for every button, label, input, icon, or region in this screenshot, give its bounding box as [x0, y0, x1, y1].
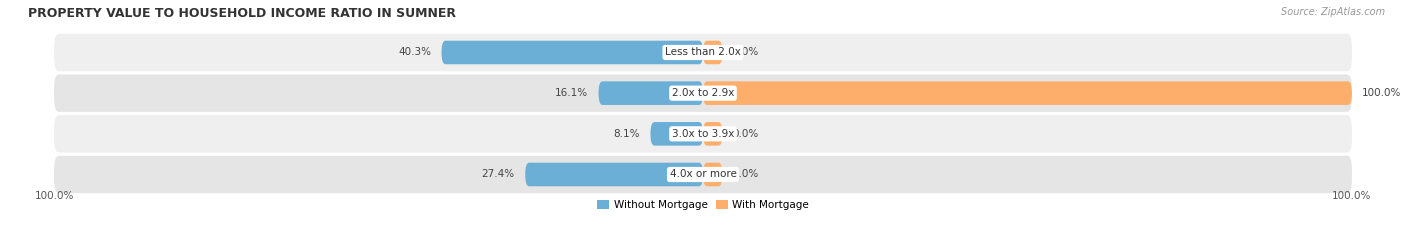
Text: 0.0%: 0.0%: [733, 169, 759, 179]
Text: 100.0%: 100.0%: [1362, 88, 1402, 98]
Text: 8.1%: 8.1%: [613, 129, 640, 139]
FancyBboxPatch shape: [651, 122, 703, 146]
Text: 4.0x or more: 4.0x or more: [669, 169, 737, 179]
Text: 100.0%: 100.0%: [1331, 191, 1371, 201]
FancyBboxPatch shape: [441, 41, 703, 64]
FancyBboxPatch shape: [53, 74, 1353, 112]
Text: PROPERTY VALUE TO HOUSEHOLD INCOME RATIO IN SUMNER: PROPERTY VALUE TO HOUSEHOLD INCOME RATIO…: [28, 7, 456, 20]
FancyBboxPatch shape: [599, 81, 703, 105]
Text: 0.0%: 0.0%: [733, 129, 759, 139]
FancyBboxPatch shape: [703, 122, 723, 146]
FancyBboxPatch shape: [703, 163, 723, 186]
Text: 40.3%: 40.3%: [398, 48, 432, 58]
Text: Source: ZipAtlas.com: Source: ZipAtlas.com: [1281, 7, 1385, 17]
FancyBboxPatch shape: [526, 163, 703, 186]
FancyBboxPatch shape: [53, 115, 1353, 153]
Text: 16.1%: 16.1%: [555, 88, 588, 98]
Text: Less than 2.0x: Less than 2.0x: [665, 48, 741, 58]
Text: 0.0%: 0.0%: [733, 48, 759, 58]
Text: 100.0%: 100.0%: [35, 191, 75, 201]
Text: 2.0x to 2.9x: 2.0x to 2.9x: [672, 88, 734, 98]
Text: 27.4%: 27.4%: [482, 169, 515, 179]
Legend: Without Mortgage, With Mortgage: Without Mortgage, With Mortgage: [593, 196, 813, 214]
FancyBboxPatch shape: [703, 41, 723, 64]
FancyBboxPatch shape: [53, 156, 1353, 193]
FancyBboxPatch shape: [53, 34, 1353, 71]
FancyBboxPatch shape: [703, 81, 1353, 105]
Text: 3.0x to 3.9x: 3.0x to 3.9x: [672, 129, 734, 139]
